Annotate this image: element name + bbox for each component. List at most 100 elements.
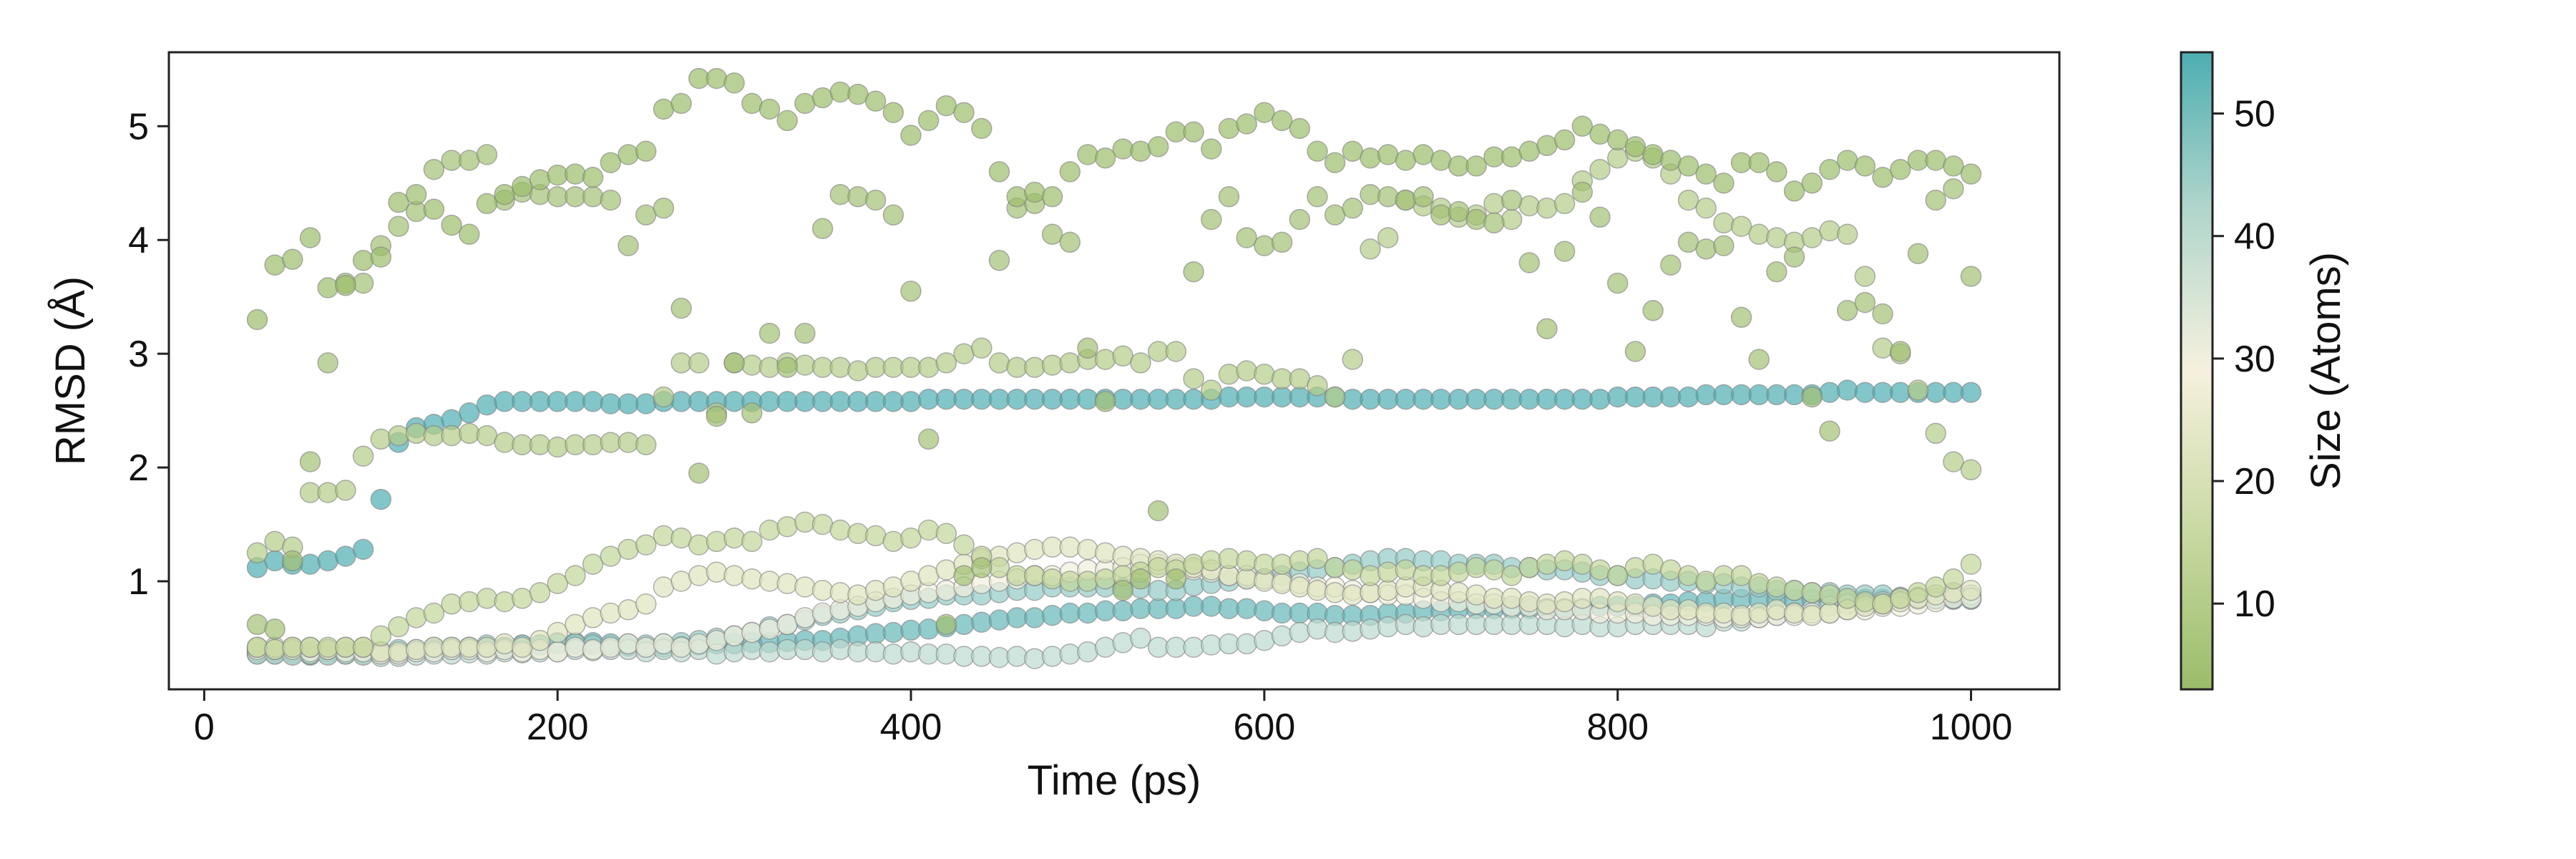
scatter-point (352, 636, 374, 658)
scatter-point (512, 175, 533, 198)
scatter-point (1395, 150, 1417, 171)
scatter-point (246, 613, 268, 636)
scatter-point (953, 565, 975, 586)
data-points (246, 67, 1982, 669)
scatter-point (1925, 150, 1946, 171)
scatter-point (1448, 561, 1470, 583)
scatter-point (1465, 155, 1487, 177)
scatter-point (1077, 602, 1098, 624)
scatter-point (547, 621, 568, 644)
scatter-point (1112, 545, 1134, 567)
scatter-point (1501, 588, 1523, 609)
scatter-point (1748, 223, 1770, 246)
scatter-point (688, 534, 710, 555)
colorbar-tick-label: 10 (2234, 583, 2275, 625)
scatter-point (1571, 588, 1594, 609)
scatter-point (1589, 123, 1611, 145)
scatter-point (1872, 337, 1893, 359)
scatter-point (1289, 602, 1311, 624)
scatter-point (1960, 266, 1982, 287)
scatter-point (1660, 254, 1682, 276)
scatter-point (1094, 349, 1116, 370)
scatter-point (794, 322, 816, 344)
scatter-point (953, 646, 975, 667)
scatter-point (1483, 588, 1505, 609)
scatter-point (1147, 557, 1169, 578)
scatter-point (1783, 602, 1805, 624)
scatter-point (971, 388, 992, 410)
scatter-point (1536, 593, 1558, 615)
scatter-point (935, 613, 957, 636)
scatter-point (811, 87, 834, 109)
scatter-point (299, 451, 321, 472)
scatter-point (670, 527, 692, 549)
scatter-point (1624, 341, 1646, 362)
scatter-point (794, 391, 816, 412)
scatter-point (1819, 602, 1840, 624)
scatter-point (1218, 186, 1240, 208)
scatter-point (529, 434, 551, 456)
scatter-point (459, 223, 480, 246)
scatter-point (1589, 588, 1611, 609)
scatter-point (1377, 579, 1399, 601)
scatter-point (1094, 636, 1116, 658)
scatter-point (917, 356, 940, 378)
scatter-point (811, 356, 834, 378)
scatter-point (1006, 607, 1028, 629)
scatter-point (829, 582, 852, 603)
scatter-point (1201, 634, 1222, 656)
scatter-point (459, 591, 480, 613)
scatter-point (1183, 553, 1204, 575)
scatter-point (917, 565, 940, 586)
scatter-point (1147, 341, 1169, 362)
scatter-point (1324, 152, 1346, 173)
scatter-point (1501, 146, 1523, 168)
scatter-point (758, 618, 781, 640)
scatter-point (512, 588, 533, 609)
scatter-point (1236, 550, 1257, 572)
scatter-point (1413, 616, 1434, 638)
scatter-point (1094, 600, 1116, 622)
scatter-point (1606, 129, 1629, 151)
scatter-point (1342, 349, 1364, 370)
scatter-point (1677, 599, 1699, 621)
scatter-point (582, 639, 604, 661)
scatter-point (441, 636, 462, 658)
scatter-point (1059, 231, 1081, 253)
scatter-point (582, 391, 604, 412)
scatter-point (1553, 591, 1576, 613)
scatter-point (1890, 382, 1911, 403)
scatter-point (1518, 557, 1541, 578)
colorbar-tick-label: 50 (2234, 94, 2275, 135)
scatter-point (423, 636, 445, 658)
y-tick-label: 3 (128, 334, 149, 375)
scatter-point (1147, 598, 1169, 619)
scatter-point (441, 214, 462, 236)
scatter-point (264, 618, 286, 640)
scatter-point (635, 140, 657, 162)
scatter-point (1518, 591, 1541, 613)
scatter-point (1766, 161, 1787, 183)
scatter-point (688, 633, 710, 655)
scatter-point (1342, 559, 1364, 581)
scatter-point (1289, 208, 1311, 230)
scatter-point (335, 275, 356, 296)
scatter-point (618, 633, 639, 655)
scatter-point (1501, 189, 1523, 211)
scatter-point (1960, 459, 1982, 481)
scatter-point (1360, 388, 1381, 410)
scatter-point (547, 573, 568, 594)
scatter-point (282, 636, 303, 658)
scatter-point (1730, 306, 1752, 329)
scatter-point (1713, 235, 1735, 256)
scatter-point (1501, 565, 1523, 586)
scatter-point (1872, 303, 1893, 325)
scatter-point (405, 607, 427, 629)
scatter-point (900, 641, 922, 663)
scatter-point (1465, 388, 1487, 410)
scatter-point (900, 619, 922, 641)
x-tick-label: 400 (880, 707, 942, 748)
scatter-point (1130, 140, 1151, 162)
scatter-point (864, 189, 887, 211)
scatter-point (670, 352, 692, 374)
